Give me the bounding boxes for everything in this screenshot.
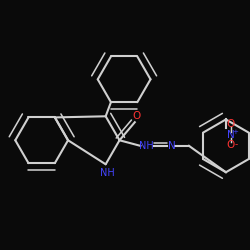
- Text: O: O: [227, 120, 235, 130]
- Text: N: N: [227, 130, 235, 140]
- Text: O: O: [227, 140, 235, 150]
- Text: NH: NH: [138, 141, 153, 151]
- Text: NH: NH: [100, 168, 114, 177]
- Text: -: -: [234, 140, 237, 149]
- Text: N: N: [168, 141, 176, 151]
- Text: +: +: [232, 129, 238, 135]
- Text: O: O: [132, 111, 140, 121]
